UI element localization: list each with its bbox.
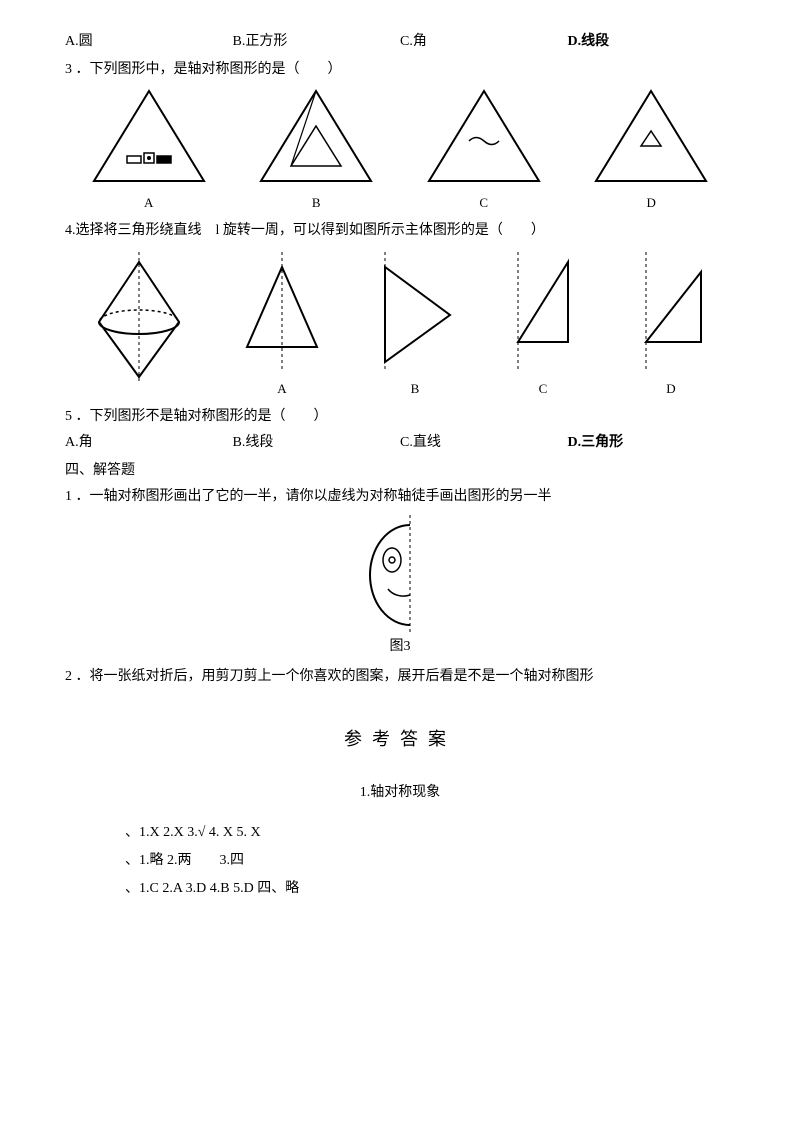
q3-figure-a: A <box>79 86 219 211</box>
q4-solid <box>79 247 199 397</box>
figure3-container: 图3 <box>65 515 735 655</box>
answer-line2: 、1.略 2.两 3.四 <box>125 849 735 869</box>
figure-label-a: A <box>79 195 219 211</box>
figure3-label: 图3 <box>65 635 735 655</box>
option-a: A.圆 <box>65 30 233 50</box>
q5-option-a: A.角 <box>65 431 233 451</box>
q4-figure-b: B <box>365 247 465 397</box>
answer-line1: 、1.X 2.X 3.√ 4. X 5. X <box>125 821 735 841</box>
q3-figure-c: C <box>414 86 554 211</box>
half-face-icon <box>350 515 450 635</box>
q5-option-c: C.直线 <box>400 431 568 451</box>
answer-question2: 2 ．将一张纸对折后，用剪刀剪上一个你喜欢的图案，展开后看是不是一个轴对称图形 <box>65 665 735 685</box>
answer-question1: 1 ．一轴对称图形画出了它的一半，请你以虚线为对称轴徒手画出图形的另一半 <box>65 485 735 505</box>
q4-figure-d: D <box>621 247 721 397</box>
figure-label-d: D <box>581 195 721 211</box>
q5-option-b: B.线段 <box>233 431 401 451</box>
section4-title: 四、解答题 <box>65 459 735 479</box>
triangle-c-icon <box>414 86 554 191</box>
option-d: D.线段 <box>568 30 736 50</box>
question3-text: 3 ．下列图形中，是轴对称图形的是（ ） <box>65 58 735 78</box>
q4-label-b: B <box>365 381 465 397</box>
q4-figure-c: C <box>493 247 593 397</box>
answer-subtitle: 1.轴对称现象 <box>65 781 735 801</box>
answer-title: 参考答案 <box>65 725 735 751</box>
figure-label-b: B <box>246 195 386 211</box>
option-b: B.正方形 <box>233 30 401 50</box>
cone-solid-icon <box>79 247 199 387</box>
question5-options: A.角 B.线段 C.直线 D.三角形 <box>65 431 735 451</box>
q3-figure-b: B <box>246 86 386 211</box>
question4-text: 4.选择将三角形绕直线 l 旋转一周，可以得到如图所示主体图形的是（ ） <box>65 219 735 239</box>
figure-label-c: C <box>414 195 554 211</box>
option-c: C.角 <box>400 30 568 50</box>
triangle-a-icon <box>79 86 219 191</box>
triangle-d-icon <box>581 86 721 191</box>
question3-figures: A B C D <box>65 86 735 211</box>
q4-figure-a: A <box>227 247 337 397</box>
answer-line3: 、1.C 2.A 3.D 4.B 5.D 四、略 <box>125 877 735 897</box>
q4-triangle-b-icon <box>365 247 465 377</box>
q4-triangle-d-icon <box>621 247 721 377</box>
q4-triangle-c-icon <box>493 247 593 377</box>
q3-figure-d: D <box>581 86 721 211</box>
question4-figures: A B C D <box>65 247 735 397</box>
q4-triangle-a-icon <box>227 247 337 377</box>
q4-label-c: C <box>493 381 593 397</box>
q4-label-d: D <box>621 381 721 397</box>
triangle-b-icon <box>246 86 386 191</box>
question5-text: 5 ．下列图形不是轴对称图形的是（ ） <box>65 405 735 425</box>
q5-option-d: D.三角形 <box>568 431 736 451</box>
question2-options: A.圆 B.正方形 C.角 D.线段 <box>65 30 735 50</box>
q4-label-a: A <box>227 381 337 397</box>
